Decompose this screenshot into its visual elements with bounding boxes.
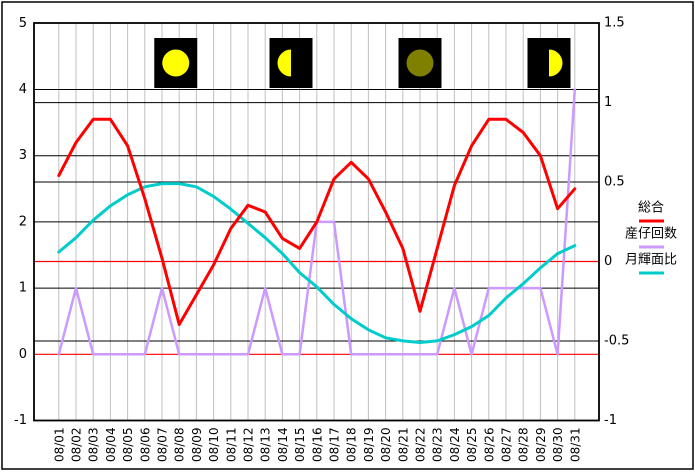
right-axis-tick-label: 1 xyxy=(604,95,612,110)
left-axis-tick-label: 5 xyxy=(19,16,27,31)
x-axis-label: 08/10 xyxy=(207,427,221,462)
legend: 総合 産仔回数 月輝面比 xyxy=(625,201,677,275)
x-axis-label: 08/19 xyxy=(362,427,376,462)
x-axis-label: 08/24 xyxy=(448,427,462,462)
x-axis-label: 08/12 xyxy=(242,427,256,462)
x-axis-label: 08/30 xyxy=(551,427,565,462)
x-axis-label: 08/09 xyxy=(190,427,204,462)
right-axis-tick-label: -1 xyxy=(604,413,617,428)
right-axis-tick-label: -0.5 xyxy=(604,334,629,349)
data-series-layer xyxy=(57,88,577,356)
x-axis-label: 08/02 xyxy=(70,427,84,462)
x-axis-label: 08/17 xyxy=(328,427,342,462)
left-axis-tick-label: 0 xyxy=(19,347,27,362)
left-axis-tick-label: 3 xyxy=(19,148,27,163)
x-axis-label: 08/20 xyxy=(379,427,393,462)
plot-area-border xyxy=(33,22,600,422)
x-axis-label: 08/01 xyxy=(52,427,66,462)
first-quarter-moon-icon xyxy=(527,38,571,88)
left-axis-tick-label: 2 xyxy=(19,214,27,229)
x-axis-label: 08/29 xyxy=(534,427,548,462)
right-axis-tick-label: 0 xyxy=(604,254,612,269)
x-axis-label: 08/22 xyxy=(414,427,428,462)
moon-phase-icons-layer xyxy=(154,38,571,88)
last-quarter-moon-icon xyxy=(269,38,313,88)
x-axis-label: 08/23 xyxy=(431,427,445,462)
right-axis: 1.5 1 0.5 0 -0.5 -1 xyxy=(604,16,629,428)
new-moon-icon xyxy=(398,38,442,88)
x-axis-labels-layer: 08/01 08/02 08/03 08/04 08/05 08/06 08/07 08/08… xyxy=(52,427,582,462)
right-axis-tick-label: 1.5 xyxy=(604,16,625,31)
x-axis-label: 08/18 xyxy=(345,427,359,462)
x-axis-label: 08/28 xyxy=(517,427,531,462)
x-axis-label: 08/05 xyxy=(121,427,135,462)
x-axis-label: 08/06 xyxy=(138,427,152,462)
x-axis-label: 08/16 xyxy=(310,427,324,462)
left-axis-tick-label: -1 xyxy=(14,413,27,428)
series-line-moon-ratio xyxy=(57,182,577,344)
x-axis-label: 08/21 xyxy=(396,427,410,462)
legend-label-overall: 総合 xyxy=(638,201,664,216)
series-line-overall xyxy=(57,117,577,326)
x-axis-label: 08/11 xyxy=(224,427,238,462)
right-axis-tick-label: 0.5 xyxy=(604,175,625,190)
left-axis-tick-label: 4 xyxy=(19,82,27,97)
x-axis-label: 08/26 xyxy=(482,427,496,462)
legend-label-births: 産仔回数 xyxy=(625,226,677,242)
x-axis-label: 08/03 xyxy=(87,427,101,462)
x-axis-label: 08/04 xyxy=(104,427,118,462)
left-axis: 5 4 3 2 1 0 -1 xyxy=(14,16,27,428)
x-axis-label: 08/13 xyxy=(259,427,273,462)
x-axis-label: 08/08 xyxy=(173,427,187,462)
full-moon-icon xyxy=(154,38,198,88)
legend-label-moon-ratio: 月輝面比 xyxy=(625,253,677,268)
x-axis-label: 08/15 xyxy=(293,427,307,462)
x-axis-label: 08/14 xyxy=(276,427,290,462)
x-axis-label: 08/27 xyxy=(500,427,514,462)
left-axis-tick-label: 1 xyxy=(19,281,27,296)
x-axis-label: 08/31 xyxy=(568,427,582,462)
x-axis-label: 08/25 xyxy=(465,427,479,462)
x-axis-label: 08/07 xyxy=(156,427,170,462)
